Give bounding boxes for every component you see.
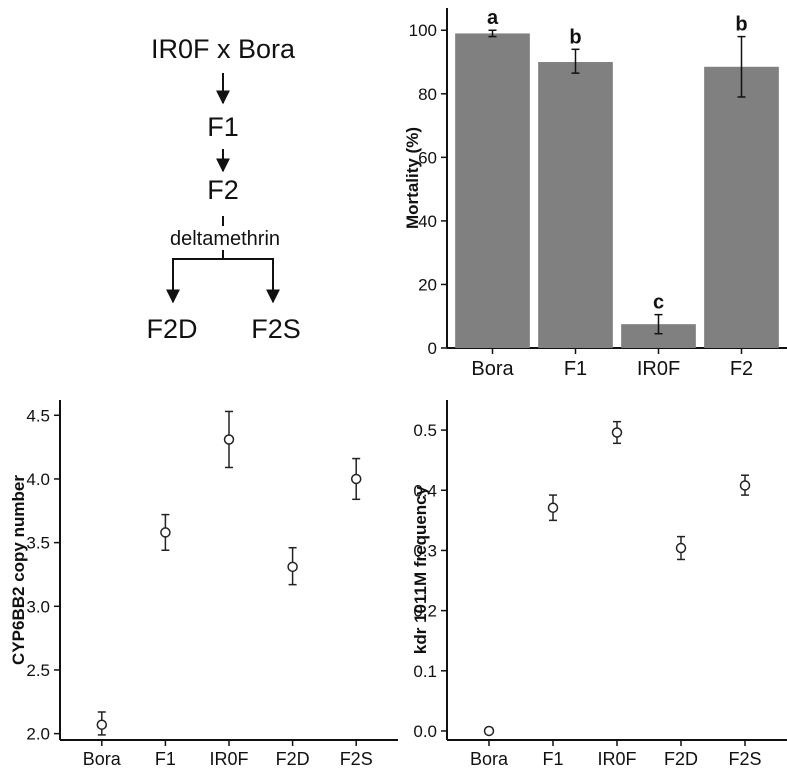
kdr-y-axis-label: kdr 1011M frequency	[411, 485, 430, 654]
y-tick-label: 0.5	[413, 421, 437, 440]
bar-f2	[704, 66, 779, 349]
split-bracket	[172, 258, 274, 300]
data-point-ir0f	[611, 427, 623, 438]
parents-label: IR0F x Bora	[151, 34, 296, 64]
y-tick-label: 3.5	[26, 534, 50, 553]
y-tick-label: 0.1	[413, 662, 437, 681]
y-tick-label: 4.0	[26, 470, 50, 489]
y-tick-label: 80	[418, 85, 437, 104]
data-point-bora	[96, 719, 108, 730]
x-tick-label: IR0F	[637, 358, 680, 380]
x-tick-label: F1	[155, 749, 176, 769]
x-tick-label: F2D	[664, 749, 698, 769]
significance-letter: a	[487, 7, 499, 29]
y-tick-label: 2.0	[26, 725, 50, 744]
y-tick-label: 100	[409, 21, 437, 40]
y-tick-label: 60	[418, 148, 437, 167]
mortality-chart: Mortality (%) 0 20 40 60 80 100 a Bora b F1 c IR0F b…	[403, 7, 787, 380]
data-point-f2d	[287, 561, 298, 573]
significance-letter: c	[653, 292, 664, 314]
x-tick-label: Bora	[471, 358, 514, 380]
y-tick-label: 0.0	[413, 722, 437, 741]
mortality-y-axis-label: Mortality (%)	[403, 127, 422, 229]
y-tick-label: 20	[418, 275, 437, 294]
data-point-bora	[483, 725, 495, 737]
y-tick-label: 4.5	[26, 406, 50, 425]
y-tick-label: 0	[428, 339, 437, 358]
selection-label: deltamethrin	[170, 228, 280, 250]
data-point-f1	[160, 527, 171, 538]
y-tick-label: 40	[418, 212, 437, 231]
x-tick-label: F2D	[276, 749, 310, 769]
x-tick-label: F2	[730, 358, 753, 380]
y-tick-label: 0.4	[413, 481, 437, 500]
data-point-ir0f	[223, 434, 235, 445]
f2-label: F2	[207, 175, 239, 205]
cross-diagram: IR0F x Bora F1 F2 deltamethrin F2D F2S	[146, 34, 300, 344]
x-tick-label: F1	[564, 358, 587, 380]
x-tick-label: IR0F	[209, 749, 248, 769]
x-tick-label: Bora	[83, 749, 122, 769]
significance-letter: b	[735, 14, 747, 36]
f2d-label: F2D	[146, 314, 197, 344]
data-point-f2s	[350, 473, 362, 485]
bar-f1	[538, 62, 613, 349]
data-point-f2s	[739, 480, 751, 491]
y-tick-label: 0.2	[413, 602, 437, 621]
x-tick-label: F2S	[340, 749, 373, 769]
x-tick-label: Bora	[470, 749, 509, 769]
significance-letter: b	[569, 26, 581, 48]
bar-bora	[455, 33, 530, 348]
data-point-f1	[547, 502, 559, 513]
x-tick-label: F1	[542, 749, 563, 769]
y-tick-label: 0.3	[413, 541, 437, 560]
f1-label: F1	[207, 112, 239, 142]
data-point-f2d	[675, 542, 687, 554]
cyp6bb2-chart: CYP6BB2 copy number 2.0 2.5 3.0 3.5 4.0 4.5 Bo…	[9, 400, 398, 769]
f2s-label: F2S	[251, 314, 301, 344]
x-tick-label: F2S	[728, 749, 761, 769]
y-tick-label: 3.0	[26, 597, 50, 616]
x-tick-label: IR0F	[597, 749, 636, 769]
bar-ir0f	[621, 324, 696, 348]
y-tick-label: 2.5	[26, 661, 50, 680]
cyp6bb2-y-axis-label: CYP6BB2 copy number	[9, 475, 28, 665]
kdr-chart: kdr 1011M frequency 0.0 0.1 0.2 0.3 0.4 0.5 Bo…	[411, 400, 787, 769]
